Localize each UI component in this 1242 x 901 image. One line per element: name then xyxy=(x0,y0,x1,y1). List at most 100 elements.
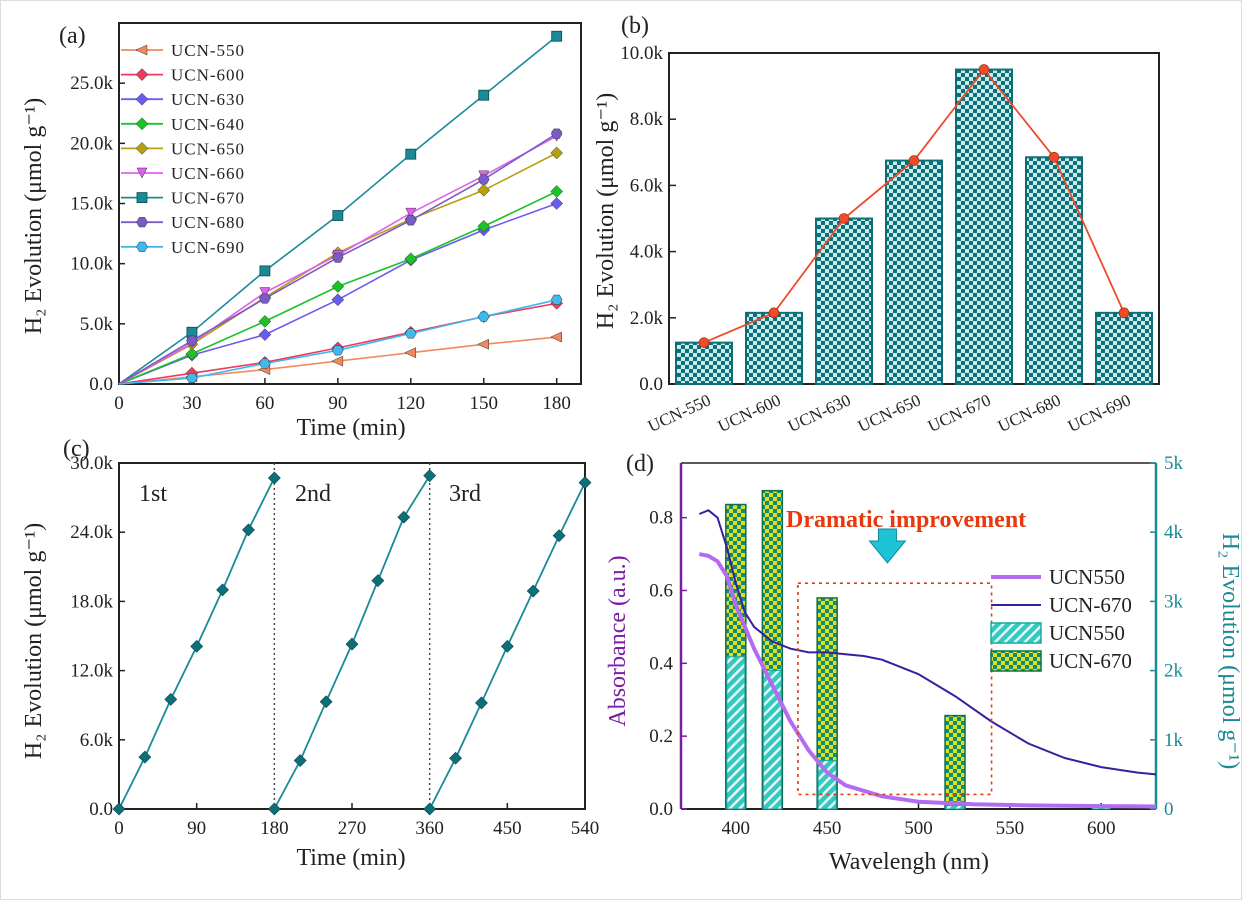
panel-a-series-UCN-640 xyxy=(118,185,564,385)
panel-c-ytick-label: 12.0k xyxy=(70,661,113,682)
panel-d-curve-UCN-670 xyxy=(698,509,1157,776)
panel-c-point xyxy=(112,802,126,816)
panel-a-point-UCN-670 xyxy=(478,89,490,101)
panel-b-trend-point xyxy=(908,155,920,166)
panel-c-xtick-label: 90 xyxy=(187,818,206,839)
panel-b-category-label: UCN-650 xyxy=(855,390,924,436)
panel-a-series-UCN-680 xyxy=(118,128,563,385)
panel-a-series-UCN-670 xyxy=(118,30,563,385)
panel-d-xtick-label: 600 xyxy=(1087,818,1116,839)
panel-a-legend-label: UCN-690 xyxy=(171,238,245,257)
panel-c-label: (c) xyxy=(63,436,90,462)
panel-d-ytick-label-right: 5k xyxy=(1164,453,1184,474)
panel-c-ytick-label: 0.0 xyxy=(89,799,113,820)
panel-a-point-UCN-550 xyxy=(550,331,562,343)
panel-c-point xyxy=(267,471,281,485)
panel-a-point-UCN-640 xyxy=(331,280,345,293)
panel-c-xtick-label: 450 xyxy=(493,818,522,839)
panel-a-legend-marker xyxy=(136,192,148,204)
plots-layer: 0 30 60 90 120 150 180 0.0 5.0k 10.0k 15.0k 20.0k 25… xyxy=(70,22,1184,839)
panel-c-point xyxy=(371,574,385,588)
panel-a-point-UCN-680 xyxy=(259,293,271,304)
panel-b-trend-point xyxy=(978,64,990,75)
panel-d-legend-item: UCN550 xyxy=(991,565,1125,589)
panel-d-legend-item: UCN-670 xyxy=(990,649,1132,673)
panel-b-ytick-label: 2.0k xyxy=(630,308,664,329)
panel-b-ytick-label: 4.0k xyxy=(630,242,664,263)
panel-d-label: (d) xyxy=(626,451,654,477)
panel-d-ytick-label-right: 0 xyxy=(1164,799,1174,820)
panel-c-ylabel: H₂ Evolution (μmol g⁻¹) xyxy=(21,523,47,759)
panel-c-point xyxy=(293,754,307,767)
panel-a-legend-marker xyxy=(135,44,148,56)
panel-a-legend-marker xyxy=(135,92,149,106)
panel-b-trend-point xyxy=(1048,151,1060,163)
panel-c-point xyxy=(242,523,255,537)
panel-a-legend-label: UCN-630 xyxy=(171,90,245,109)
panel-a-xtick-label: 60 xyxy=(255,393,274,414)
panel-d-bar-UCN550 xyxy=(726,656,746,810)
panel-b-category-label: UCN-600 xyxy=(715,390,784,436)
panel-a-point-UCN-670 xyxy=(332,210,344,221)
panel-d-ytick-label-right: 1k xyxy=(1164,730,1184,751)
panel-c-point xyxy=(138,750,152,764)
cycle-label-1st: 1st xyxy=(139,481,167,507)
panel-b-ytick-label: 0.0 xyxy=(639,374,663,395)
panel-b-category-label: UCN-630 xyxy=(785,390,854,436)
panel-a-legend-label: UCN-640 xyxy=(171,115,245,134)
panel-a-point-UCN-690 xyxy=(259,358,271,369)
panel-a-legend-label: UCN-550 xyxy=(171,41,245,60)
panel-b-trend-point xyxy=(838,213,850,224)
panel-a-legend-label: UCN-600 xyxy=(171,66,245,85)
panel-b-trend-point xyxy=(1118,307,1130,319)
panel-c-ytick-label: 24.0k xyxy=(70,522,113,543)
panel-a-ytick-label: 20.0k xyxy=(70,133,113,154)
panel-b-ytick-label: 10.0k xyxy=(620,43,663,64)
panel-a-label: (a) xyxy=(59,23,86,49)
panel-a-point-UCN-670 xyxy=(259,265,271,277)
panel-b-ylabel: H₂ Evolution (μmol g⁻¹) xyxy=(593,93,619,329)
panel-d-legend-label: UCN550 xyxy=(1049,565,1125,589)
panel-c-xtick-label: 270 xyxy=(338,818,367,839)
panel-a-xtick-label: 150 xyxy=(469,393,498,414)
panel-d-legend-swatch xyxy=(990,622,1042,644)
panel-d-arrow-icon xyxy=(868,528,907,564)
panel-c-xlabel: Time (min) xyxy=(296,845,405,871)
panel-a-legend-label: UCN-680 xyxy=(171,213,245,232)
panel-a-point-UCN-640 xyxy=(550,185,564,198)
dramatic-improvement-annotation: Dramatic improvement xyxy=(786,507,1026,533)
panel-d-ytick-label-left: 0.0 xyxy=(649,799,673,820)
panel-c-point xyxy=(319,695,333,709)
panel-d-curve-UCN550 xyxy=(698,552,1157,809)
panel-a-point-UCN-550 xyxy=(477,338,489,350)
panel-a-ytick-label: 10.0k xyxy=(70,254,113,275)
panel-c-xtick-label: 180 xyxy=(260,818,289,839)
panel-a-legend-item: UCN-600 xyxy=(121,66,245,85)
panel-d-ytick-label-right: 3k xyxy=(1164,591,1184,612)
panel-a-point-UCN-680 xyxy=(477,174,490,185)
panel-c-point xyxy=(578,476,592,490)
panel-a-point-UCN-680 xyxy=(405,215,417,226)
panel-c-point xyxy=(552,529,566,543)
panel-d-xtick-label: 450 xyxy=(813,818,842,839)
panel-a-xtick-label: 90 xyxy=(328,393,347,414)
panel-d-ytick-label-left: 0.6 xyxy=(649,580,673,601)
panel-a-point-UCN-630 xyxy=(331,293,345,307)
panel-a-point-UCN-690 xyxy=(186,372,198,383)
panel-a-xlabel: Time (min) xyxy=(296,415,405,441)
panel-a-point-UCN-640 xyxy=(185,347,199,361)
panel-d-ytick-label-left: 0.4 xyxy=(649,653,673,674)
panel-b-bar-UCN-690 xyxy=(1095,311,1153,385)
panel-b-trend-point xyxy=(768,307,780,319)
panel-a-point-UCN-630 xyxy=(550,197,564,210)
panel-c-xtick-label: 360 xyxy=(415,818,444,839)
panel-a-legend-label: UCN-660 xyxy=(171,164,245,183)
panel-c-series-cycle-2 xyxy=(267,469,437,816)
panel-a-point-UCN-640 xyxy=(477,220,491,233)
panel-a-legend-item: UCN-650 xyxy=(121,139,244,158)
panel-c-ytick-label: 18.0k xyxy=(70,591,113,612)
panel-a-line-UCN-670 xyxy=(118,35,558,385)
panel-a-legend-item: UCN-670 xyxy=(121,189,244,208)
panel-c-point xyxy=(190,639,204,653)
